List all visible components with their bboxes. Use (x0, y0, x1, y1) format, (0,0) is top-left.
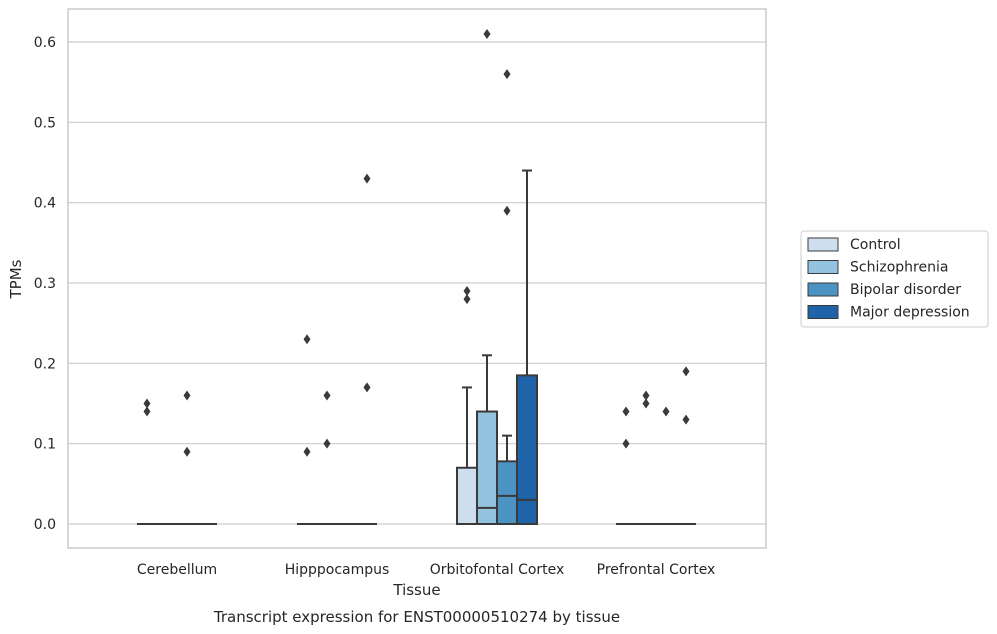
box-major-depression-1 (357, 173, 377, 525)
outlier-point (642, 390, 650, 401)
outlier-point (303, 334, 311, 345)
chart-title: Transcript expression for ENST0000051027… (213, 608, 620, 626)
outlier-point (143, 398, 151, 409)
legend-frame (800, 230, 989, 328)
outlier-point (622, 438, 630, 449)
outlier-point (682, 366, 690, 377)
legend: Control Schizophrenia Bipolar disorder Majo… (800, 230, 989, 328)
box-plot-marks (137, 28, 696, 525)
y-axis-title: TPMs (7, 259, 25, 299)
legend-label: Control (850, 237, 901, 253)
y-tick-label: 0.5 (34, 115, 56, 131)
box-major-depression-2 (516, 169, 538, 525)
y-tick-label: 0.0 (34, 517, 56, 533)
outlier-point (323, 438, 331, 449)
box-control-2 (456, 286, 478, 525)
legend-label: Schizophrenia (850, 260, 948, 276)
box-bipolar-disorder-0 (177, 390, 197, 525)
outlier-point (183, 390, 191, 401)
box-body (456, 466, 478, 525)
outlier-point (303, 446, 311, 457)
box-body (496, 460, 518, 525)
y-tick-label: 0.2 (34, 356, 56, 372)
x-axis-ticks: Cerebellum Hipppocampus Orbitofontal Corte… (137, 562, 715, 578)
y-axis-ticks: 0.0 0.1 0.2 0.3 0.4 0.5 0.6 (34, 35, 56, 533)
x-axis-title: Tissue (392, 581, 440, 599)
gridlines (68, 41, 766, 525)
outlier-point (503, 205, 511, 216)
x-tick-label: Hipppocampus (285, 562, 390, 578)
legend-swatch (807, 282, 839, 297)
outlier-point (503, 69, 511, 80)
box-control-3 (616, 406, 636, 525)
y-tick-label: 0.3 (34, 276, 56, 292)
box-schizophrenia-1 (317, 390, 337, 525)
x-tick-label: Cerebellum (137, 562, 217, 578)
box-control-0 (137, 398, 157, 525)
legend-label: Major depression (850, 305, 970, 321)
y-tick-label: 0.6 (34, 35, 56, 51)
plot-frame (67, 8, 767, 549)
box-schizophrenia-3 (636, 390, 656, 525)
outlier-point (483, 28, 491, 39)
outlier-point (662, 406, 670, 417)
box-major-depression-3 (676, 366, 696, 525)
outlier-point (183, 446, 191, 457)
plot-background (67, 8, 767, 549)
outlier-point (463, 294, 471, 305)
outlier-point (622, 406, 630, 417)
box-body (516, 374, 538, 525)
legend-swatch (807, 260, 839, 274)
y-tick-label: 0.1 (34, 437, 56, 453)
box-bipolar-disorder-3 (656, 406, 676, 525)
legend-swatch (807, 305, 839, 319)
outlier-point (463, 286, 471, 297)
outlier-point (363, 173, 371, 184)
legend-label: Bipolar disorder (850, 282, 961, 298)
outlier-point (682, 414, 690, 425)
outlier-point (642, 398, 650, 409)
x-tick-label: Orbitofontal Cortex (430, 562, 565, 578)
x-tick-label: Prefrontal Cortex (597, 562, 716, 578)
legend-swatch (807, 237, 839, 252)
y-tick-label: 0.4 (34, 196, 56, 212)
outlier-point (323, 390, 331, 401)
box-control-1 (297, 334, 317, 525)
outlier-point (143, 406, 151, 417)
outlier-point (363, 382, 371, 393)
